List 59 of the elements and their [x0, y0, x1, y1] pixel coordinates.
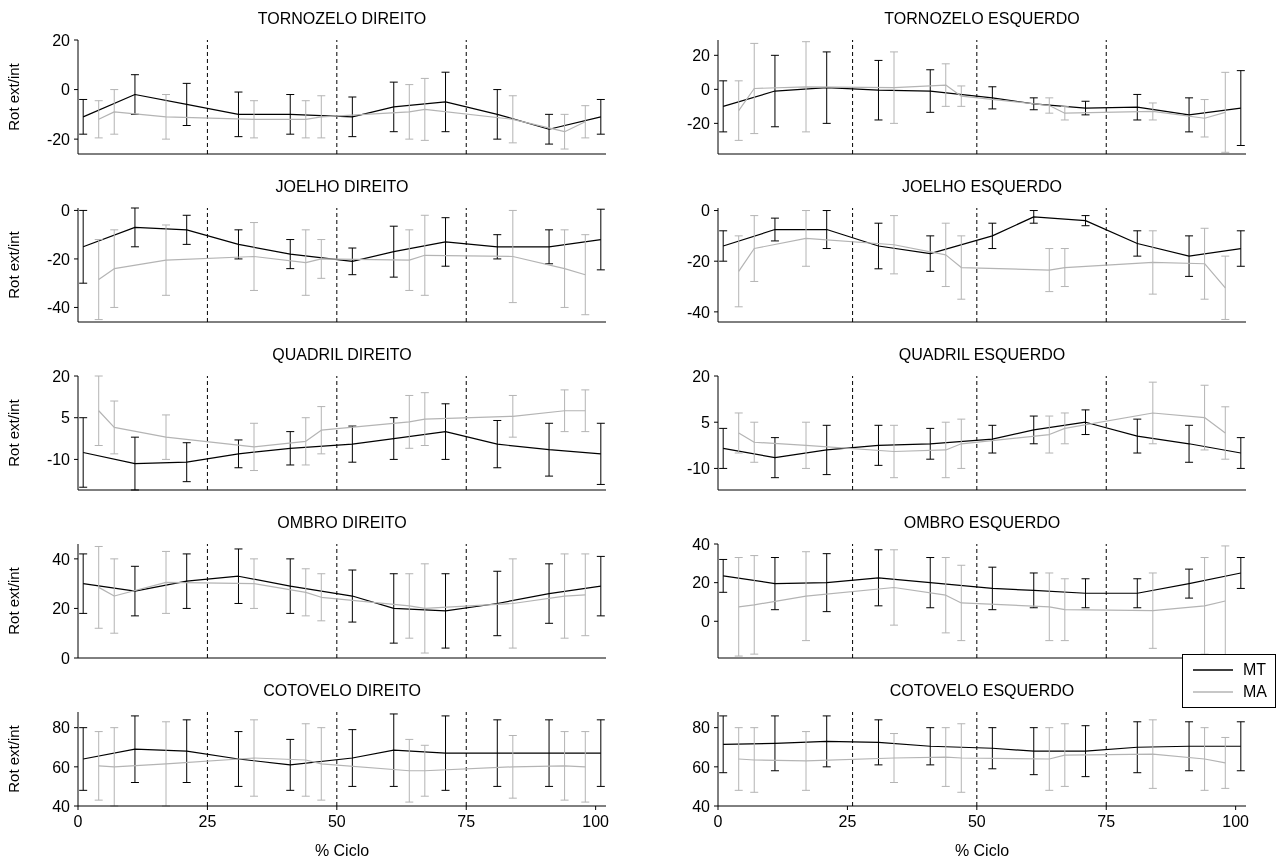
x-tick-label: 100 [582, 813, 610, 831]
x-tick-label: 100 [1222, 813, 1250, 831]
x-tick-label: 25 [838, 813, 857, 831]
y-axis-title: Rot ext/int [5, 724, 23, 793]
chart-title: JOELHO DIREITO [274, 177, 410, 197]
x-tick-label: 75 [1097, 813, 1116, 831]
y-tick-label: -40 [686, 303, 711, 321]
chart-title: JOELHO ESQUERDO [901, 177, 1063, 197]
chart-title: TORNOZELO ESQUERDO [883, 9, 1081, 29]
y-tick-label: 0 [61, 81, 71, 99]
y-tick-label: -10 [686, 460, 711, 478]
y-tick-label: 0 [701, 81, 711, 99]
y-tick-label: -40 [46, 299, 71, 317]
y-tick-label: 80 [692, 719, 711, 737]
x-tick-label: 50 [967, 813, 986, 831]
y-tick-label: 20 [692, 46, 711, 64]
y-axis-title: Rot ext/int [5, 62, 23, 131]
chart-title: QUADRIL DIREITO [271, 345, 413, 365]
chart-title: TORNOZELO DIREITO [256, 9, 428, 29]
y-tick-label: 0 [61, 202, 71, 220]
y-axis-title: Rot ext/int [5, 398, 23, 467]
y-tick-label: 20 [52, 367, 71, 385]
x-tick-label: 0 [73, 813, 83, 831]
x-axis-title: % Ciclo [954, 842, 1010, 859]
y-tick-label: 40 [52, 797, 71, 815]
y-tick-label: 0 [701, 612, 711, 630]
chart-title: QUADRIL ESQUERDO [897, 345, 1067, 365]
x-tick-label: 0 [713, 813, 723, 831]
y-tick-label: 40 [52, 550, 71, 568]
y-tick-label: 80 [52, 719, 71, 737]
legend-label: MA [1243, 683, 1267, 701]
legend-label: MT [1243, 661, 1267, 679]
y-tick-label: -20 [46, 250, 71, 268]
chart-title: OMBRO ESQUERDO [902, 513, 1062, 533]
y-tick-label: 20 [52, 600, 71, 618]
x-tick-label: 75 [457, 813, 476, 831]
y-tick-label: 60 [692, 758, 711, 776]
y-axis-title: Rot ext/int [5, 566, 23, 635]
y-tick-label: 60 [52, 758, 71, 776]
chart-title: COTOVELO DIREITO [262, 681, 422, 701]
y-tick-label: 0 [61, 649, 71, 667]
y-tick-label: 20 [692, 574, 711, 592]
chart-title: OMBRO DIREITO [276, 513, 408, 533]
chart-title: COTOVELO ESQUERDO [889, 682, 1075, 699]
y-tick-label: -10 [46, 451, 71, 469]
x-tick-label: 25 [198, 813, 217, 831]
y-tick-label: 40 [692, 535, 711, 553]
y-tick-label: -20 [686, 252, 711, 270]
y-axis-title: Rot ext/int [5, 230, 23, 299]
y-tick-label: 5 [61, 409, 71, 427]
y-tick-label: -20 [686, 115, 711, 133]
y-tick-label: 5 [701, 413, 711, 431]
y-tick-label: 0 [701, 202, 711, 220]
x-tick-label: 50 [327, 813, 346, 831]
y-tick-label: 40 [692, 797, 711, 815]
y-tick-label: 20 [52, 31, 71, 49]
y-tick-label: -20 [46, 130, 71, 148]
y-tick-label: 20 [692, 367, 711, 385]
x-axis-title: % Ciclo [314, 842, 370, 859]
